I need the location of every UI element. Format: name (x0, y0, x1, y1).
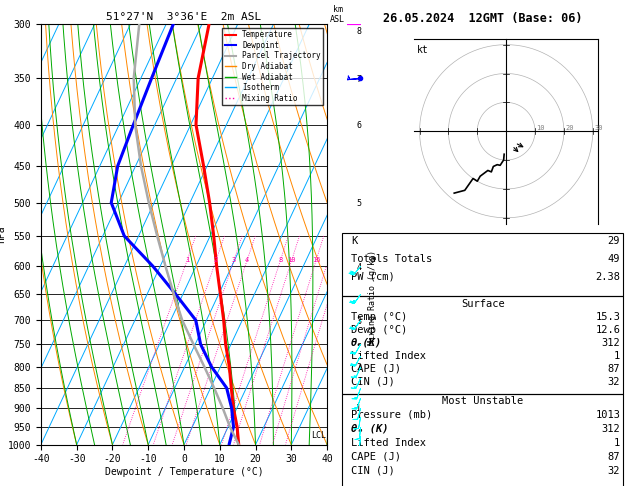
Text: 32: 32 (608, 466, 620, 475)
Text: LCL: LCL (311, 432, 326, 440)
Y-axis label: hPa: hPa (0, 226, 6, 243)
Text: CIN (J): CIN (J) (351, 466, 395, 475)
Text: 312: 312 (601, 338, 620, 348)
Text: CAPE (J): CAPE (J) (351, 364, 401, 374)
Text: 87: 87 (608, 364, 620, 374)
Text: 49: 49 (608, 254, 620, 264)
Text: θₑ (K): θₑ (K) (351, 424, 389, 434)
Text: 8: 8 (278, 258, 282, 263)
Text: 16: 16 (312, 258, 320, 263)
Text: 4: 4 (245, 258, 249, 263)
Text: 1: 1 (614, 351, 620, 361)
Text: 2: 2 (214, 258, 218, 263)
Text: 1: 1 (185, 258, 189, 263)
Text: Temp (°C): Temp (°C) (351, 312, 408, 322)
Text: 10: 10 (537, 125, 545, 131)
Text: Totals Totals: Totals Totals (351, 254, 432, 264)
Text: 26.05.2024  12GMT (Base: 06): 26.05.2024 12GMT (Base: 06) (383, 12, 582, 25)
Legend: Temperature, Dewpoint, Parcel Trajectory, Dry Adiabat, Wet Adiabat, Isotherm, Mi: Temperature, Dewpoint, Parcel Trajectory… (223, 28, 323, 105)
Text: CAPE (J): CAPE (J) (351, 451, 401, 462)
Text: 30: 30 (594, 125, 603, 131)
Text: 20: 20 (565, 125, 574, 131)
Title: 51°27'N  3°36'E  2m ASL: 51°27'N 3°36'E 2m ASL (106, 12, 262, 22)
Text: Surface: Surface (461, 299, 504, 309)
Text: CIN (J): CIN (J) (351, 377, 395, 387)
Text: 10: 10 (287, 258, 296, 263)
Text: 12.6: 12.6 (595, 325, 620, 335)
Text: 1013: 1013 (595, 410, 620, 420)
Text: PW (cm): PW (cm) (351, 272, 395, 282)
Text: 15.3: 15.3 (595, 312, 620, 322)
Text: Pressure (mb): Pressure (mb) (351, 410, 432, 420)
Text: 29: 29 (608, 236, 620, 246)
Text: 1: 1 (614, 438, 620, 448)
Text: Mixing Ratio (g/kg): Mixing Ratio (g/kg) (368, 250, 377, 345)
Text: θₑ(K): θₑ(K) (351, 338, 382, 348)
Text: Most Unstable: Most Unstable (442, 396, 523, 406)
Text: K: K (351, 236, 357, 246)
Text: 32: 32 (608, 377, 620, 387)
Text: Lifted Index: Lifted Index (351, 351, 426, 361)
Text: 312: 312 (601, 424, 620, 434)
X-axis label: Dewpoint / Temperature (°C): Dewpoint / Temperature (°C) (104, 467, 264, 477)
Title: km
ASL: km ASL (330, 5, 345, 24)
Text: Lifted Index: Lifted Index (351, 438, 426, 448)
Text: Dewp (°C): Dewp (°C) (351, 325, 408, 335)
Text: 87: 87 (608, 451, 620, 462)
Text: 3: 3 (231, 258, 236, 263)
Text: kt: kt (416, 45, 428, 54)
Text: 2.38: 2.38 (595, 272, 620, 282)
